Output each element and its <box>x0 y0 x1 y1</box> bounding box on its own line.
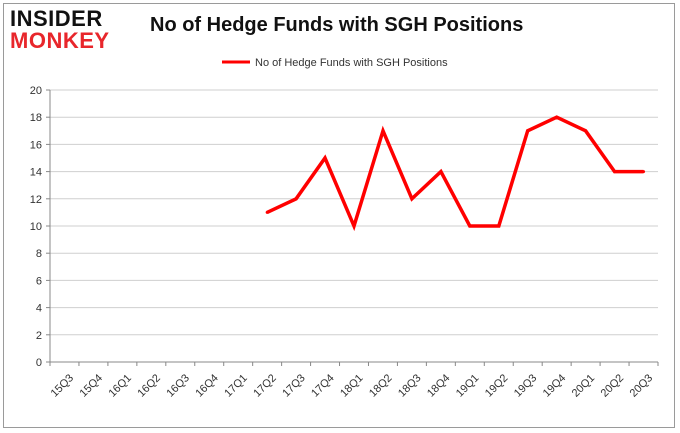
data-point <box>381 129 385 133</box>
x-tick-label: 19Q2 <box>483 372 511 400</box>
x-tick-label: 16Q1 <box>106 372 134 400</box>
x-tick-label: 17Q2 <box>251 372 279 400</box>
x-tick-label: 19Q1 <box>454 372 482 400</box>
legend: No of Hedge Funds with SGH Positions <box>222 57 448 69</box>
x-tick-label: 20Q1 <box>570 372 598 400</box>
data-point <box>294 197 298 201</box>
data-point <box>613 170 617 174</box>
data-point <box>468 224 472 228</box>
x-tick-label: 15Q4 <box>78 372 106 400</box>
x-axis: 15Q3 15Q4 16Q1 16Q2 16Q3 16Q4 17Q1 17Q2 17Q3 17Q4… <box>49 361 659 400</box>
x-tick-label: 19Q3 <box>512 372 540 400</box>
series-layer <box>265 115 646 232</box>
y-tick-label: 18 <box>30 112 42 124</box>
data-point <box>497 224 501 228</box>
y-tick-label: 8 <box>36 248 42 260</box>
y-tick-label: 14 <box>30 167 42 179</box>
data-point <box>555 115 559 119</box>
data-point <box>642 170 646 174</box>
insider-monkey-logo: INSIDER MONKEY <box>10 8 130 52</box>
logo-line-1: INSIDER <box>10 6 103 31</box>
data-point <box>352 224 356 228</box>
chart-frame <box>3 3 675 428</box>
data-point <box>265 210 269 214</box>
x-tick-label: 15Q3 <box>49 372 77 400</box>
series-line <box>266 115 644 232</box>
x-tick-label: 20Q2 <box>599 372 627 400</box>
y-tick-label: 4 <box>36 303 42 315</box>
x-tick-label: 17Q3 <box>280 372 308 400</box>
x-tick-label: 18Q3 <box>396 372 424 400</box>
y-tick-label: 10 <box>30 221 42 233</box>
y-tick-label: 20 <box>30 85 42 97</box>
legend-label: No of Hedge Funds with SGH Positions <box>255 57 448 69</box>
x-tick-label: 16Q3 <box>164 372 192 400</box>
x-tick-label: 18Q1 <box>338 372 366 400</box>
y-tick-label: 0 <box>36 357 42 369</box>
y-axis: 0 2 4 6 8 10 12 14 16 18 20 <box>30 85 51 369</box>
data-point <box>439 170 443 174</box>
chart-title: No of Hedge Funds with SGH Positions <box>150 14 524 36</box>
y-tick-label: 2 <box>36 330 42 342</box>
x-tick-label: 19Q4 <box>541 372 569 400</box>
data-point <box>526 129 530 133</box>
x-tick-label: 16Q4 <box>193 372 221 400</box>
x-tick-label: 16Q2 <box>135 372 163 400</box>
data-point <box>410 197 414 201</box>
x-tick-label: 20Q3 <box>628 372 656 400</box>
y-tick-label: 16 <box>30 139 42 151</box>
x-tick-label: 17Q1 <box>222 372 250 400</box>
data-point <box>323 156 327 160</box>
data-point <box>584 129 588 133</box>
x-tick-label: 17Q4 <box>309 372 337 400</box>
logo-line-2: MONKEY <box>10 28 110 53</box>
x-tick-label: 18Q2 <box>367 372 395 400</box>
x-tick-label: 18Q4 <box>425 372 453 400</box>
y-tick-label: 12 <box>30 194 42 206</box>
y-tick-label: 6 <box>36 275 42 287</box>
